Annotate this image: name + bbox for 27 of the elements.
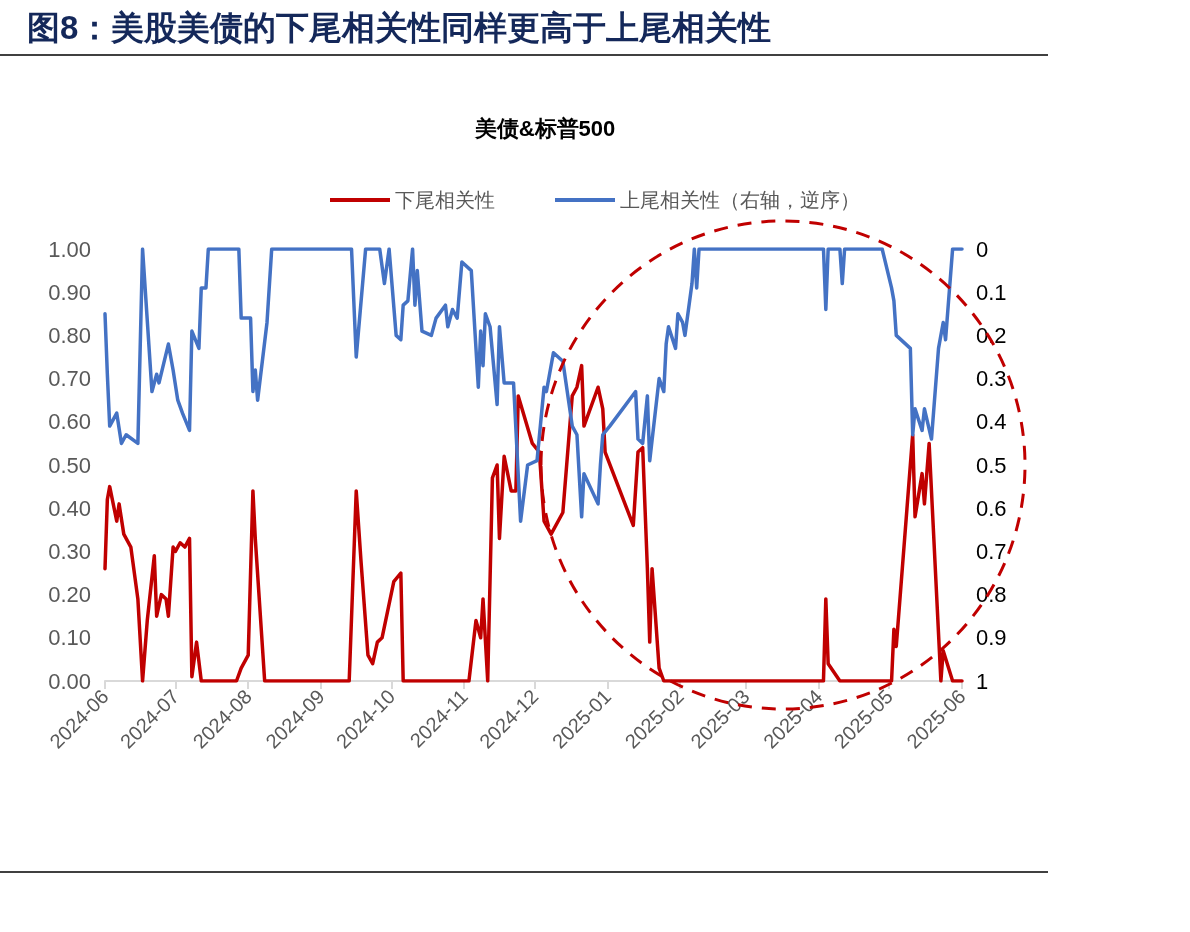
y2-tick-label: 0.8	[976, 582, 1007, 608]
y-tick-label: 0.00	[48, 668, 91, 694]
y2-tick-label: 0.9	[976, 625, 1007, 651]
y-tick-label: 0.30	[48, 538, 91, 564]
y2-tick-label: 0.2	[976, 322, 1007, 348]
y-tick-label: 0.20	[48, 582, 91, 608]
y-tick-label: 0.10	[48, 625, 91, 651]
y2-tick-label: 0.5	[976, 452, 1007, 478]
y2-tick-label: 0	[976, 236, 989, 262]
y2-tick-label: 0.7	[976, 538, 1007, 564]
y-tick-label: 0.70	[48, 366, 91, 392]
y2-tick-label: 0.3	[976, 366, 1007, 392]
y2-tick-label: 0.1	[976, 279, 1007, 305]
y-tick-label: 0.90	[48, 279, 91, 305]
legend-label: 下尾相关性	[395, 189, 495, 211]
y2-tick-label: 0.6	[976, 495, 1007, 521]
line-series	[103, 247, 964, 523]
y-tick-label: 1.00	[48, 236, 91, 262]
y-tick-label: 0.80	[48, 322, 91, 348]
y-tick-label: 0.50	[48, 452, 91, 478]
y-tick-label: 0.40	[48, 495, 91, 521]
y2-tick-label: 1	[976, 668, 989, 694]
y-tick-label: 0.60	[48, 409, 91, 435]
chart-title: 图8：美股美债的下尾相关性同样更高于上尾相关性	[27, 9, 772, 46]
chart-subtitle: 美债&标普500	[473, 115, 616, 141]
y2-tick-label: 0.4	[976, 409, 1007, 435]
legend-label: 上尾相关性（右轴，逆序）	[620, 189, 860, 211]
